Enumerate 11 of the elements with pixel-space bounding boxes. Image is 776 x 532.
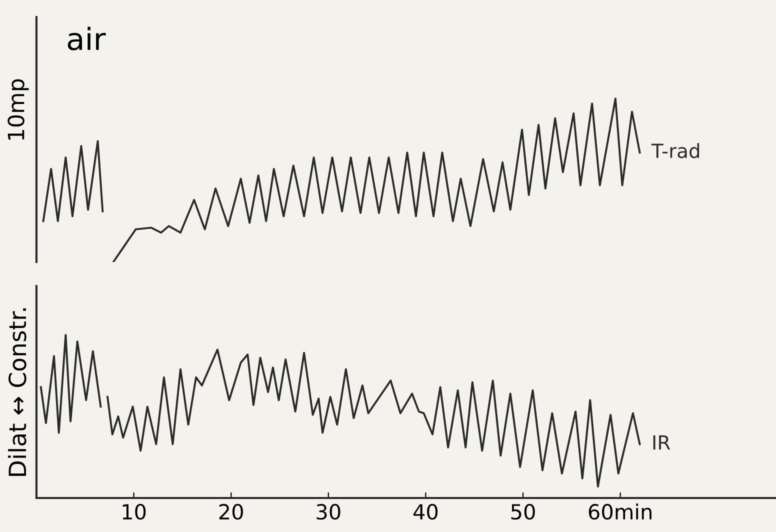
x-tick-label: 50 xyxy=(511,504,535,520)
y-axis-title: Dilat ↔ Constr. xyxy=(8,308,26,476)
text: air xyxy=(68,26,106,50)
text: 10mp xyxy=(8,79,29,140)
series-label: IR xyxy=(653,435,670,450)
x-tick-label: 30 xyxy=(316,504,340,520)
x-tick-label: 60min xyxy=(588,504,652,520)
x-tick-label: 20 xyxy=(219,504,243,520)
x-tick-label: 40 xyxy=(413,504,438,520)
x-tick-label: 10 xyxy=(122,504,146,520)
series-label: T-rad xyxy=(651,143,700,158)
